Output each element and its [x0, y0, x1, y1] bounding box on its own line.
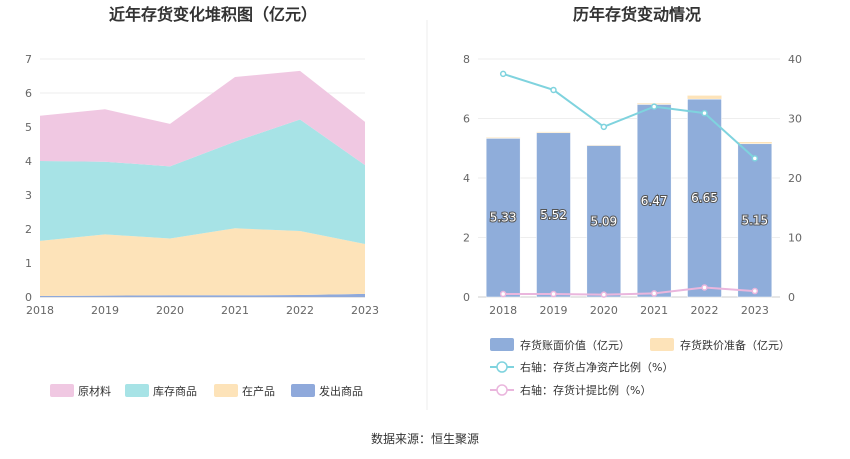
right-y2-tick-label: 0 [788, 291, 795, 304]
book-value-label: 6.65 [691, 191, 718, 205]
ratio-point [650, 103, 658, 110]
book-value-bar [737, 143, 773, 298]
provision-point [701, 284, 708, 291]
provision-point [499, 290, 507, 298]
left-legend: 原材料 库存商品 在产品 发出商品 [50, 384, 363, 398]
reserve-bar [737, 142, 772, 144]
book-value-label: 5.33 [490, 211, 517, 225]
left-x-tick-label: 2019 [91, 304, 119, 317]
legend-swatch-ratio-point [496, 361, 508, 373]
book-value-label: 5.52 [540, 208, 567, 222]
right-legend: 存货账面价值（亿元） 存货跌价准备（亿元） 右轴：存货占净资产比例（%） 右轴：存货计… [490, 338, 790, 397]
left-y-tick-label: 1 [25, 257, 32, 270]
reserve-bar [586, 144, 621, 146]
left-x-tick-label: 2018 [26, 304, 54, 317]
left-x-ticks: 2018 2019 2020 2021 2022 2023 [26, 304, 379, 317]
right-x-tick-label: 2020 [590, 304, 618, 317]
right-x-tick-label: 2018 [489, 304, 517, 317]
ratio-point [600, 123, 608, 131]
legend-swatch-库存商品 [125, 384, 149, 397]
legend-swatch-原材料 [50, 384, 74, 397]
left-y-tick-label: 0 [25, 291, 32, 304]
right-grid [478, 58, 780, 298]
right-y2-tick-label: 40 [788, 53, 802, 66]
ratio-point [499, 70, 507, 78]
right-bars: 5.33 5.52 5.09 6.47 6.65 5.15 [485, 95, 773, 298]
book-value-label: 6.47 [641, 194, 668, 208]
legend-label-库存商品: 库存商品 [153, 384, 197, 398]
right-x-tick-label: 2022 [691, 304, 719, 317]
area-在产品 [40, 228, 365, 296]
legend-label-book: 存货账面价值（亿元） [520, 338, 630, 352]
legend-label-provision: 右轴：存货计提比例（%） [520, 383, 651, 397]
legend-label-在产品: 在产品 [242, 384, 275, 398]
legend-swatch-发出商品 [291, 384, 315, 397]
provision-point [751, 287, 759, 295]
book-value-bar [687, 98, 722, 298]
left-y-tick-label: 3 [25, 189, 32, 202]
right-lines [499, 70, 759, 298]
legend-label-ratio: 右轴：存货占净资产比例（%） [520, 360, 673, 374]
ratio-point [751, 155, 759, 162]
left-y-tick-label: 6 [25, 87, 32, 100]
legend-label-reserve: 存货跌价准备（亿元） [680, 338, 790, 352]
left-y-tick-label: 7 [25, 53, 32, 66]
right-y-tick-label: 8 [463, 53, 470, 66]
left-y-ticks: 0 1 2 3 4 5 6 7 [25, 53, 32, 304]
legend-swatch-provision-point [496, 384, 508, 396]
area-库存商品 [40, 119, 365, 244]
reserve-bar [486, 137, 521, 139]
book-value-bar [536, 132, 571, 298]
right-y-tick-label: 6 [463, 113, 470, 126]
legend-swatch-在产品 [214, 384, 238, 397]
ratio-line [502, 72, 756, 160]
provision-point [600, 291, 608, 298]
left-x-tick-label: 2021 [221, 304, 249, 317]
left-areas [40, 70, 365, 297]
right-x-tick-label: 2021 [640, 304, 668, 317]
right-y-ticks: 0 2 4 6 8 [463, 53, 470, 304]
legend-swatch-reserve [650, 338, 674, 351]
reserve-bar [687, 95, 722, 100]
right-y2-tick-label: 30 [788, 113, 802, 126]
ratio-point [550, 86, 557, 94]
left-x-tick-label: 2020 [156, 304, 184, 317]
left-y-tick-label: 4 [25, 155, 32, 168]
right-x-tick-label: 2023 [741, 304, 769, 317]
book-value-bar [586, 145, 622, 298]
right-y2-tick-label: 10 [788, 232, 802, 245]
data-source: 数据来源：恒生聚源 [371, 431, 479, 446]
right-x-tick-label: 2019 [540, 304, 568, 317]
legend-swatch-book [490, 338, 514, 351]
provision-point [650, 290, 658, 297]
legend-label-发出商品: 发出商品 [319, 384, 363, 398]
ratio-point [701, 109, 708, 117]
right-chart-title: 历年存货变动情况 [573, 5, 701, 24]
right-x-ticks: 2018 2019 2020 2021 2022 2023 [489, 304, 769, 317]
bar-line-chart: 历年存货变动情况 5.33 5.52 5.096.47 6.655.15 02468 … [463, 5, 802, 397]
book-value-label: 5.15 [741, 213, 768, 227]
left-y-tick-label: 5 [25, 121, 32, 134]
left-x-tick-label: 2022 [286, 304, 314, 317]
provision-point [550, 290, 557, 298]
left-chart-title: 近年存货变化堆积图（亿元） [109, 5, 317, 24]
left-y-tick-label: 2 [25, 223, 32, 236]
area-发出商品 [40, 293, 365, 297]
right-y-tick-label: 4 [463, 172, 470, 185]
provision-line [503, 286, 755, 296]
right-y-tick-label: 0 [463, 291, 470, 304]
legend-label-原材料: 原材料 [78, 384, 111, 398]
right-y2-ticks: 0 10 20 30 40 [788, 53, 802, 304]
right-y-tick-label: 2 [463, 232, 470, 245]
reserve-bar [536, 131, 571, 133]
left-x-tick-label: 2023 [351, 304, 379, 317]
right-y2-tick-label: 20 [788, 172, 802, 185]
book-value-bar [636, 104, 672, 298]
area-原材料 [40, 70, 365, 167]
book-value-label: 5.09 [590, 214, 617, 228]
